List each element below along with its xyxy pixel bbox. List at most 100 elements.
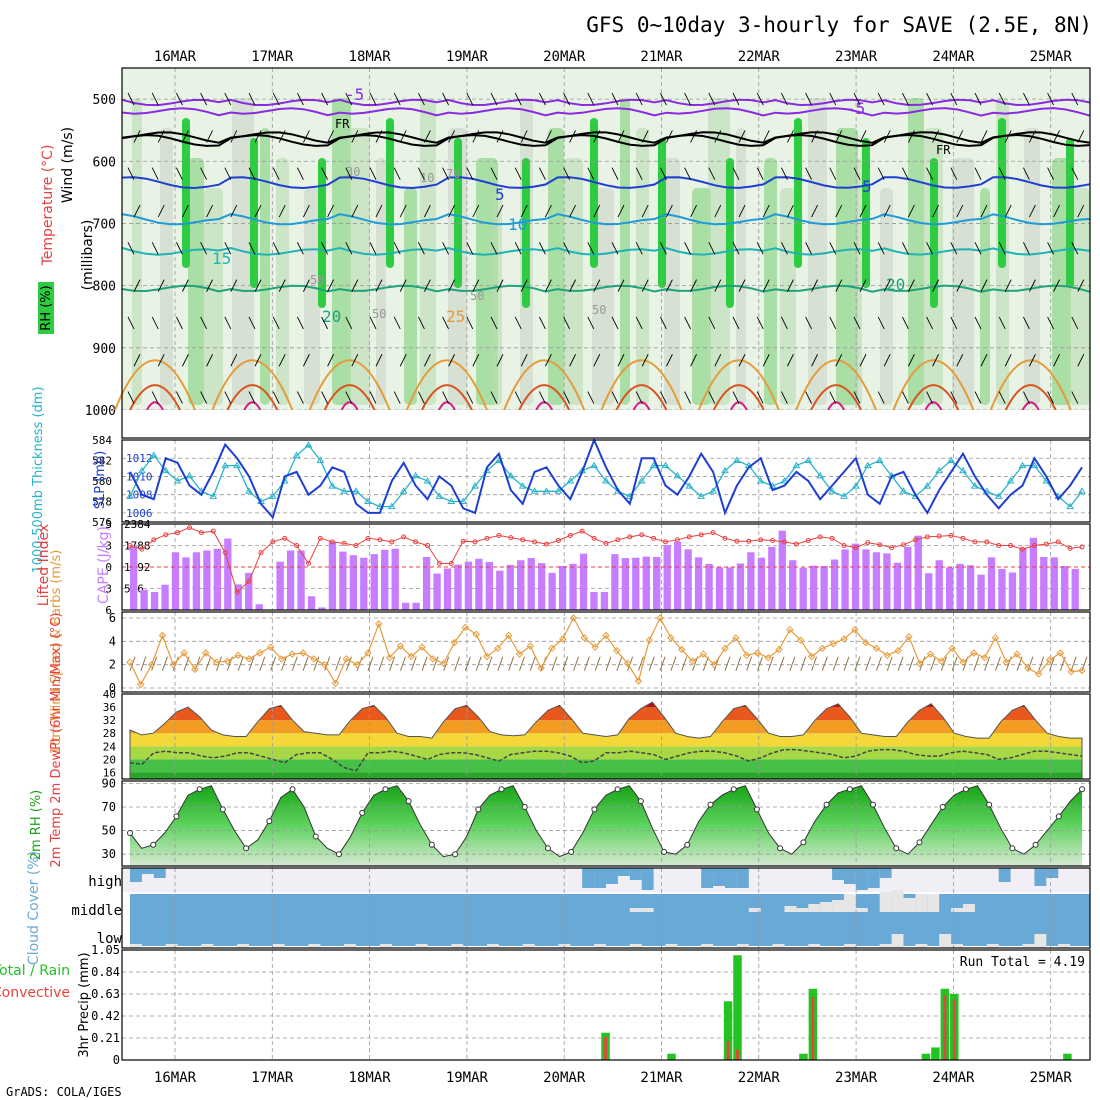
contour-label: 50 bbox=[592, 303, 606, 317]
wind-barb bbox=[853, 167, 861, 180]
wind-barb bbox=[877, 92, 885, 106]
wind-barb bbox=[175, 316, 183, 330]
wind-barb bbox=[756, 167, 764, 180]
thickness-point bbox=[471, 482, 479, 489]
wind-barb bbox=[829, 167, 837, 180]
wind-speed-point bbox=[742, 651, 751, 660]
slp-label: SLP (mb) bbox=[93, 451, 108, 510]
wind-barb bbox=[181, 354, 189, 367]
li-point bbox=[246, 578, 252, 584]
thickness-point bbox=[721, 466, 729, 474]
cape-bar bbox=[433, 573, 441, 610]
wind-barb bbox=[448, 354, 456, 367]
rh-point bbox=[823, 801, 830, 808]
li-tick-label: 6 bbox=[105, 604, 112, 617]
temp-band bbox=[130, 772, 1082, 779]
wind-barb bbox=[175, 391, 183, 404]
li-point bbox=[877, 542, 883, 548]
wind-barb bbox=[901, 92, 909, 106]
contour-label: 20 bbox=[886, 275, 905, 294]
wind-barb bbox=[883, 130, 891, 143]
rh-point bbox=[243, 845, 250, 852]
wind-speed-point bbox=[407, 652, 415, 661]
wind-barb bbox=[133, 130, 141, 143]
wind-barb bbox=[690, 279, 698, 292]
wind-barb bbox=[270, 656, 277, 671]
wind-barb bbox=[883, 204, 891, 218]
precip-tick-label: 0 bbox=[113, 1053, 120, 1067]
low-cloud-bar bbox=[772, 944, 785, 948]
wind-barb bbox=[714, 204, 722, 218]
wind-barb bbox=[296, 242, 304, 255]
rh-high-shading bbox=[862, 138, 870, 288]
li-point bbox=[520, 537, 526, 543]
wind-barb bbox=[974, 242, 982, 255]
wind-barb bbox=[375, 279, 383, 292]
li-point bbox=[651, 535, 657, 541]
top-date-label: 18MAR bbox=[349, 49, 392, 65]
li-point bbox=[793, 541, 799, 547]
li-point bbox=[996, 543, 1002, 548]
wind-speed-point bbox=[602, 631, 610, 640]
cape-bar bbox=[328, 541, 337, 610]
cape-bar bbox=[558, 565, 567, 610]
wind-barb bbox=[162, 656, 168, 671]
wind-barb bbox=[951, 656, 958, 671]
precip-total-bar bbox=[799, 1053, 808, 1060]
cape-bar bbox=[925, 573, 933, 610]
rh-point bbox=[173, 813, 180, 820]
thickness-point bbox=[756, 477, 765, 484]
wind-barb bbox=[835, 130, 843, 143]
cape-bar bbox=[789, 560, 797, 610]
bottom-date-label: 20MAR bbox=[543, 1070, 586, 1086]
li-point bbox=[258, 550, 264, 556]
wind-barb bbox=[375, 204, 383, 218]
wind-barb bbox=[224, 92, 232, 106]
wind-barb bbox=[399, 204, 407, 218]
rh-point bbox=[498, 786, 505, 793]
wind-speed-point bbox=[623, 659, 632, 668]
wind-barb bbox=[454, 656, 460, 671]
li-point bbox=[841, 543, 847, 548]
cape-bar bbox=[653, 556, 661, 610]
thickness-point bbox=[173, 477, 182, 484]
cape-bar bbox=[1029, 537, 1038, 610]
li-label: Lifted Index bbox=[36, 524, 52, 606]
wind-barb bbox=[569, 204, 577, 218]
wind-barb bbox=[843, 656, 850, 671]
middle-cloud-bar bbox=[808, 904, 821, 912]
low-cloud-bar bbox=[1034, 934, 1047, 948]
rh-area bbox=[130, 785, 1082, 866]
temp-tick-label: 24 bbox=[103, 740, 117, 753]
isotherm-25 bbox=[697, 359, 780, 411]
cape-bar bbox=[496, 570, 504, 610]
thickness-point bbox=[816, 471, 825, 479]
rh-point bbox=[196, 786, 203, 793]
temp-tick-label: 40 bbox=[103, 688, 116, 701]
cape-bar bbox=[1019, 548, 1027, 610]
wind-barb bbox=[472, 354, 480, 367]
wind-speed-point bbox=[234, 651, 242, 660]
wind-barb bbox=[950, 242, 958, 255]
rh-shading bbox=[980, 188, 990, 405]
wind-barb bbox=[665, 130, 673, 143]
wind-barb bbox=[1049, 656, 1055, 671]
wind-barb bbox=[786, 130, 794, 143]
wind-barb bbox=[369, 316, 377, 330]
wind-barb bbox=[496, 130, 504, 143]
rh-point bbox=[359, 809, 366, 816]
wind-barb bbox=[302, 354, 310, 367]
wind-barb bbox=[738, 204, 746, 218]
wind-barb bbox=[980, 204, 988, 218]
cape-bar bbox=[538, 563, 546, 610]
wind-barb bbox=[635, 167, 643, 180]
thickness-tick-label: 584 bbox=[92, 434, 112, 447]
li-point bbox=[234, 589, 240, 595]
temp-band bbox=[130, 759, 1082, 773]
top-date-label: 25MAR bbox=[1030, 49, 1073, 65]
rh-high-shading bbox=[658, 138, 666, 288]
low-cloud-bar bbox=[891, 934, 904, 948]
precip-convective-bar bbox=[604, 1036, 607, 1060]
slp-panel-frame bbox=[121, 439, 1091, 523]
